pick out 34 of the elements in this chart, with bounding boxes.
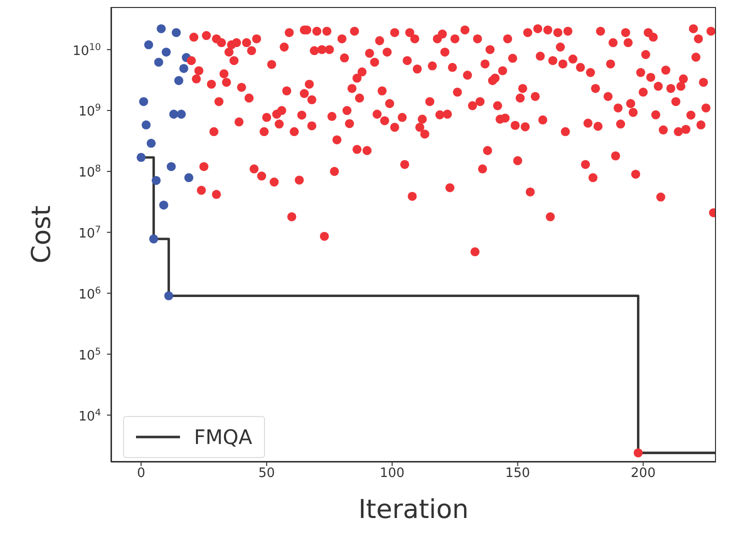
point (162, 48, 171, 57)
point (164, 291, 174, 300)
point (184, 173, 194, 182)
x-tick-label: 200 (630, 466, 656, 482)
y-tick-label: 10$^{9}$ (78, 102, 102, 120)
y-tick-label: 10$^{5}$ (78, 346, 102, 364)
y-tick-label: 10$^{7}$ (78, 224, 102, 242)
point (172, 28, 181, 38)
point (169, 110, 178, 119)
x-axis-title: Iteration (358, 495, 469, 525)
point (179, 64, 188, 73)
point (176, 110, 186, 119)
point (159, 200, 168, 210)
y-tick-label: 10$^{8}$ (78, 163, 102, 181)
point (174, 76, 184, 86)
x-tick-label: 100 (380, 466, 405, 482)
y-tick-label: 10$^{4}$ (78, 406, 102, 424)
point (156, 24, 166, 34)
point (152, 176, 161, 185)
y-axis-title: Cost (27, 206, 58, 264)
point (142, 120, 151, 130)
point (166, 162, 176, 172)
point (144, 40, 154, 50)
x-tick-label: 50 (258, 466, 275, 482)
point (146, 138, 156, 148)
legend-label: FMQA (194, 424, 252, 451)
y-tick-label: 10$^{10}$ (72, 41, 102, 59)
point (139, 97, 148, 106)
point (154, 58, 164, 67)
point (149, 234, 158, 244)
y-tick-label: 10$^{6}$ (78, 284, 102, 302)
point (136, 152, 146, 162)
x-tick-label: 0 (136, 466, 146, 482)
x-tick-label: 150 (505, 466, 530, 482)
